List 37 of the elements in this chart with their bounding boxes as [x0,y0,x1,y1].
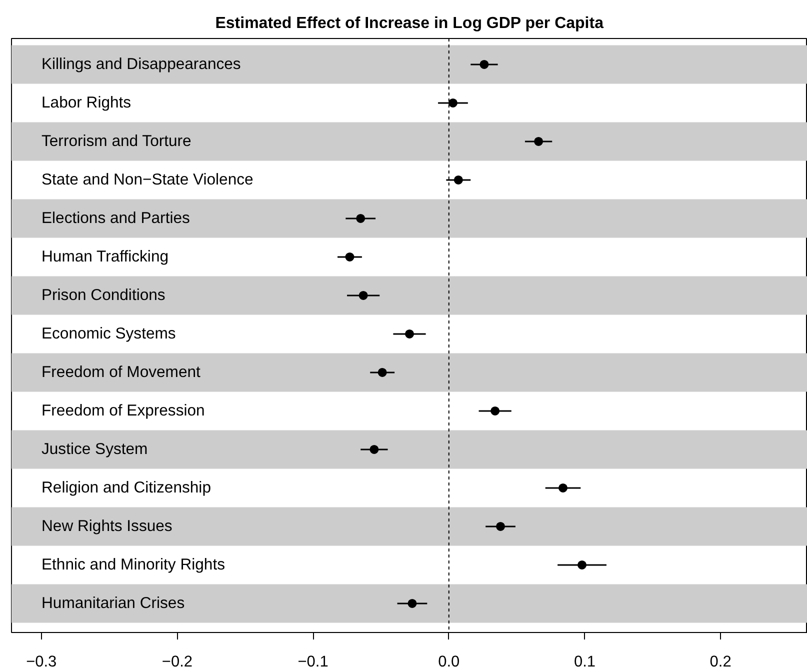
chart-title: Estimated Effect of Increase in Log GDP per Capita [215,15,604,32]
point [345,252,354,262]
point [490,406,500,416]
point [534,136,544,146]
y-tick-label: Freedom of Movement [42,364,202,381]
y-tick-label: Human Trafficking [42,248,169,266]
x-tick-label: −0.2 [162,654,193,670]
point [480,60,489,69]
x-tick-label: −0.3 [26,654,57,670]
x-tick-label: 0.2 [710,654,732,670]
x-tick-label: −0.1 [298,654,328,670]
y-tick-label: Elections and Parties [42,210,190,227]
y-tick-label: New Rights Issues [42,518,172,535]
y-tick-label: Ethnic and Minority Rights [42,556,226,574]
point [558,483,568,492]
y-tick-label: Economic Systems [42,325,176,342]
point [454,175,463,184]
y-tick-label: Killings and Disappearances [42,56,241,73]
y-tick-label: Prison Conditions [42,286,166,304]
point [408,598,417,608]
y-tick-label: Terrorism and Torture [42,132,192,150]
y-tick-label: Freedom of Expression [42,402,205,420]
point [405,329,414,338]
x-tick-label: 0.0 [438,654,460,670]
y-tick-label: Justice System [42,440,148,458]
y-tick-label: Religion and Citizenship [42,479,212,496]
point [448,98,458,108]
point [496,522,506,531]
point [358,290,368,300]
y-tick-label: Labor Rights [42,94,132,112]
point [378,368,387,377]
point [370,444,379,454]
y-tick-label: Humanitarian Crises [42,594,185,612]
point [578,560,587,570]
x-tick-label: 0.1 [574,654,596,670]
y-tick-label: State and Non−State Violence [42,171,254,188]
point [356,214,366,223]
